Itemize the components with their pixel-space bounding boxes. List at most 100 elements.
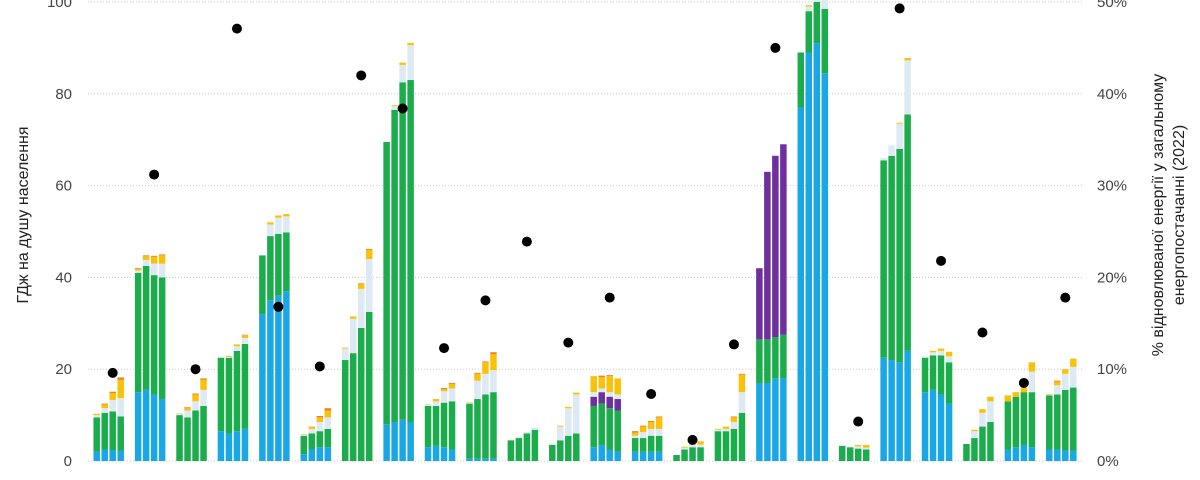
- bar-segment-blue: [631, 451, 639, 461]
- bar-segment-purple: [764, 171, 771, 340]
- bar-segment-blue: [921, 392, 929, 461]
- bar-segment-orange: [639, 425, 647, 427]
- country-group: [383, 42, 414, 461]
- country-group: [673, 441, 704, 461]
- right-axis-ticks: 0% 10% 20% 30% 40% 50%: [1097, 0, 1127, 470]
- bar-segment-blue: [466, 458, 473, 461]
- bar-segment-yellow: [357, 284, 365, 289]
- bar-segment-blue: [142, 389, 150, 461]
- bar-segment-orange: [440, 388, 448, 389]
- bar-segment-yellow: [200, 379, 207, 390]
- bar-segment-purple: [772, 155, 779, 338]
- bar-segment-blue: [474, 458, 481, 461]
- bar-segment-orange: [158, 254, 166, 256]
- bar-segment-blue: [797, 107, 805, 461]
- bar-segment-yellow: [1028, 362, 1036, 372]
- bar-segment-orange: [448, 382, 456, 384]
- bar-segment-green: [854, 448, 862, 461]
- bar-segment-green: [383, 142, 390, 425]
- bar-segment-green: [598, 403, 605, 445]
- y2-axis-label-line2: енергопостачанні (2022): [1171, 125, 1188, 305]
- bar-segment-light: [813, 0, 821, 2]
- bar-segment-green: [474, 399, 481, 459]
- bar-segment-orange: [357, 283, 365, 285]
- bar-segment-blue: [764, 382, 771, 461]
- bar-segment-yellow: [971, 429, 978, 432]
- bar-segment-blue: [432, 445, 440, 461]
- bar-segment-green: [929, 355, 937, 390]
- bar-segment-blue: [1054, 449, 1061, 461]
- bar-segment-light: [730, 421, 738, 429]
- renewable-share-dot: [936, 255, 947, 266]
- bar-segment-light: [598, 388, 605, 393]
- bar-segment-light: [971, 431, 978, 439]
- bar-segment-green: [557, 440, 564, 461]
- bar-segment-yellow: [598, 377, 605, 389]
- renewable-share-dot: [1060, 292, 1071, 303]
- bar-segment-green: [1046, 395, 1053, 450]
- bar-segment-yellow: [391, 105, 398, 107]
- bar-segment-light: [921, 356, 929, 358]
- bar-segment-orange: [738, 373, 746, 375]
- bar-segment-yellow: [150, 256, 158, 264]
- bar-segment-green: [673, 455, 680, 461]
- bar-segment-green: [1012, 396, 1020, 448]
- right-tick-label: 20%: [1097, 269, 1127, 286]
- bar-segment-yellow: [1070, 358, 1077, 367]
- bar-segment-yellow: [233, 344, 241, 347]
- bar-segment-yellow: [854, 444, 862, 447]
- bar-segment-light: [655, 428, 663, 436]
- bars-layer: [93, 0, 1077, 462]
- bar-segment-yellow: [614, 378, 621, 395]
- bar-segment-light: [557, 426, 564, 441]
- renewable-share-dot: [1018, 377, 1029, 388]
- bar-segment-blue: [134, 392, 142, 461]
- bar-segment-blue: [590, 447, 597, 461]
- right-tick-label: 40%: [1097, 86, 1127, 103]
- bar-segment-light: [805, 6, 813, 12]
- bar-segment-yellow: [101, 404, 108, 409]
- bar-segment-light: [880, 158, 887, 161]
- bar-segment-yellow: [225, 355, 233, 357]
- bar-segment-green: [722, 431, 730, 461]
- bar-segment-blue: [937, 394, 945, 461]
- bar-segment-light: [896, 123, 903, 149]
- bar-segment-purple: [598, 392, 605, 404]
- bar-segment-green: [689, 447, 696, 461]
- country-group: [963, 396, 994, 461]
- bar-segment-green: [150, 275, 158, 395]
- bar-segment-light: [1028, 371, 1036, 393]
- bar-segment-blue: [647, 451, 655, 461]
- bar-segment-blue: [896, 362, 903, 461]
- renewable-share-dot: [397, 103, 408, 114]
- bar-segment-light: [283, 216, 290, 233]
- bar-segment-green: [813, 2, 821, 44]
- bar-segment-green: [158, 277, 166, 400]
- bar-segment-light: [440, 391, 448, 403]
- bar-segment-green: [971, 438, 978, 461]
- bar-segment-light: [697, 444, 704, 448]
- bar-segment-green: [432, 405, 440, 446]
- left-tick-label: 80: [55, 86, 72, 103]
- y2-axis-label-line1: % відновлюваної енергії у загальному: [1150, 74, 1167, 357]
- bar-segment-orange: [490, 352, 497, 355]
- bar-segment-light: [357, 288, 365, 328]
- bar-segment-orange: [134, 268, 142, 270]
- bar-segment-yellow: [904, 58, 911, 61]
- bar-segment-green: [308, 433, 316, 450]
- bar-segment-yellow: [929, 350, 937, 353]
- bar-segment-green: [681, 449, 688, 461]
- bar-segment-yellow: [606, 376, 613, 393]
- bar-segment-blue: [756, 382, 763, 461]
- bar-segment-blue: [158, 399, 166, 461]
- bar-segment-green: [241, 343, 249, 429]
- bar-segment-green: [738, 412, 746, 461]
- bar-segment-orange: [184, 407, 191, 409]
- bar-segment-green: [1062, 389, 1069, 451]
- bar-segment-blue: [1046, 449, 1053, 461]
- bar-segment-blue: [1020, 444, 1028, 461]
- bar-segment-green: [424, 405, 432, 448]
- bar-segment-light: [929, 352, 937, 356]
- bar-segment-yellow: [424, 404, 432, 406]
